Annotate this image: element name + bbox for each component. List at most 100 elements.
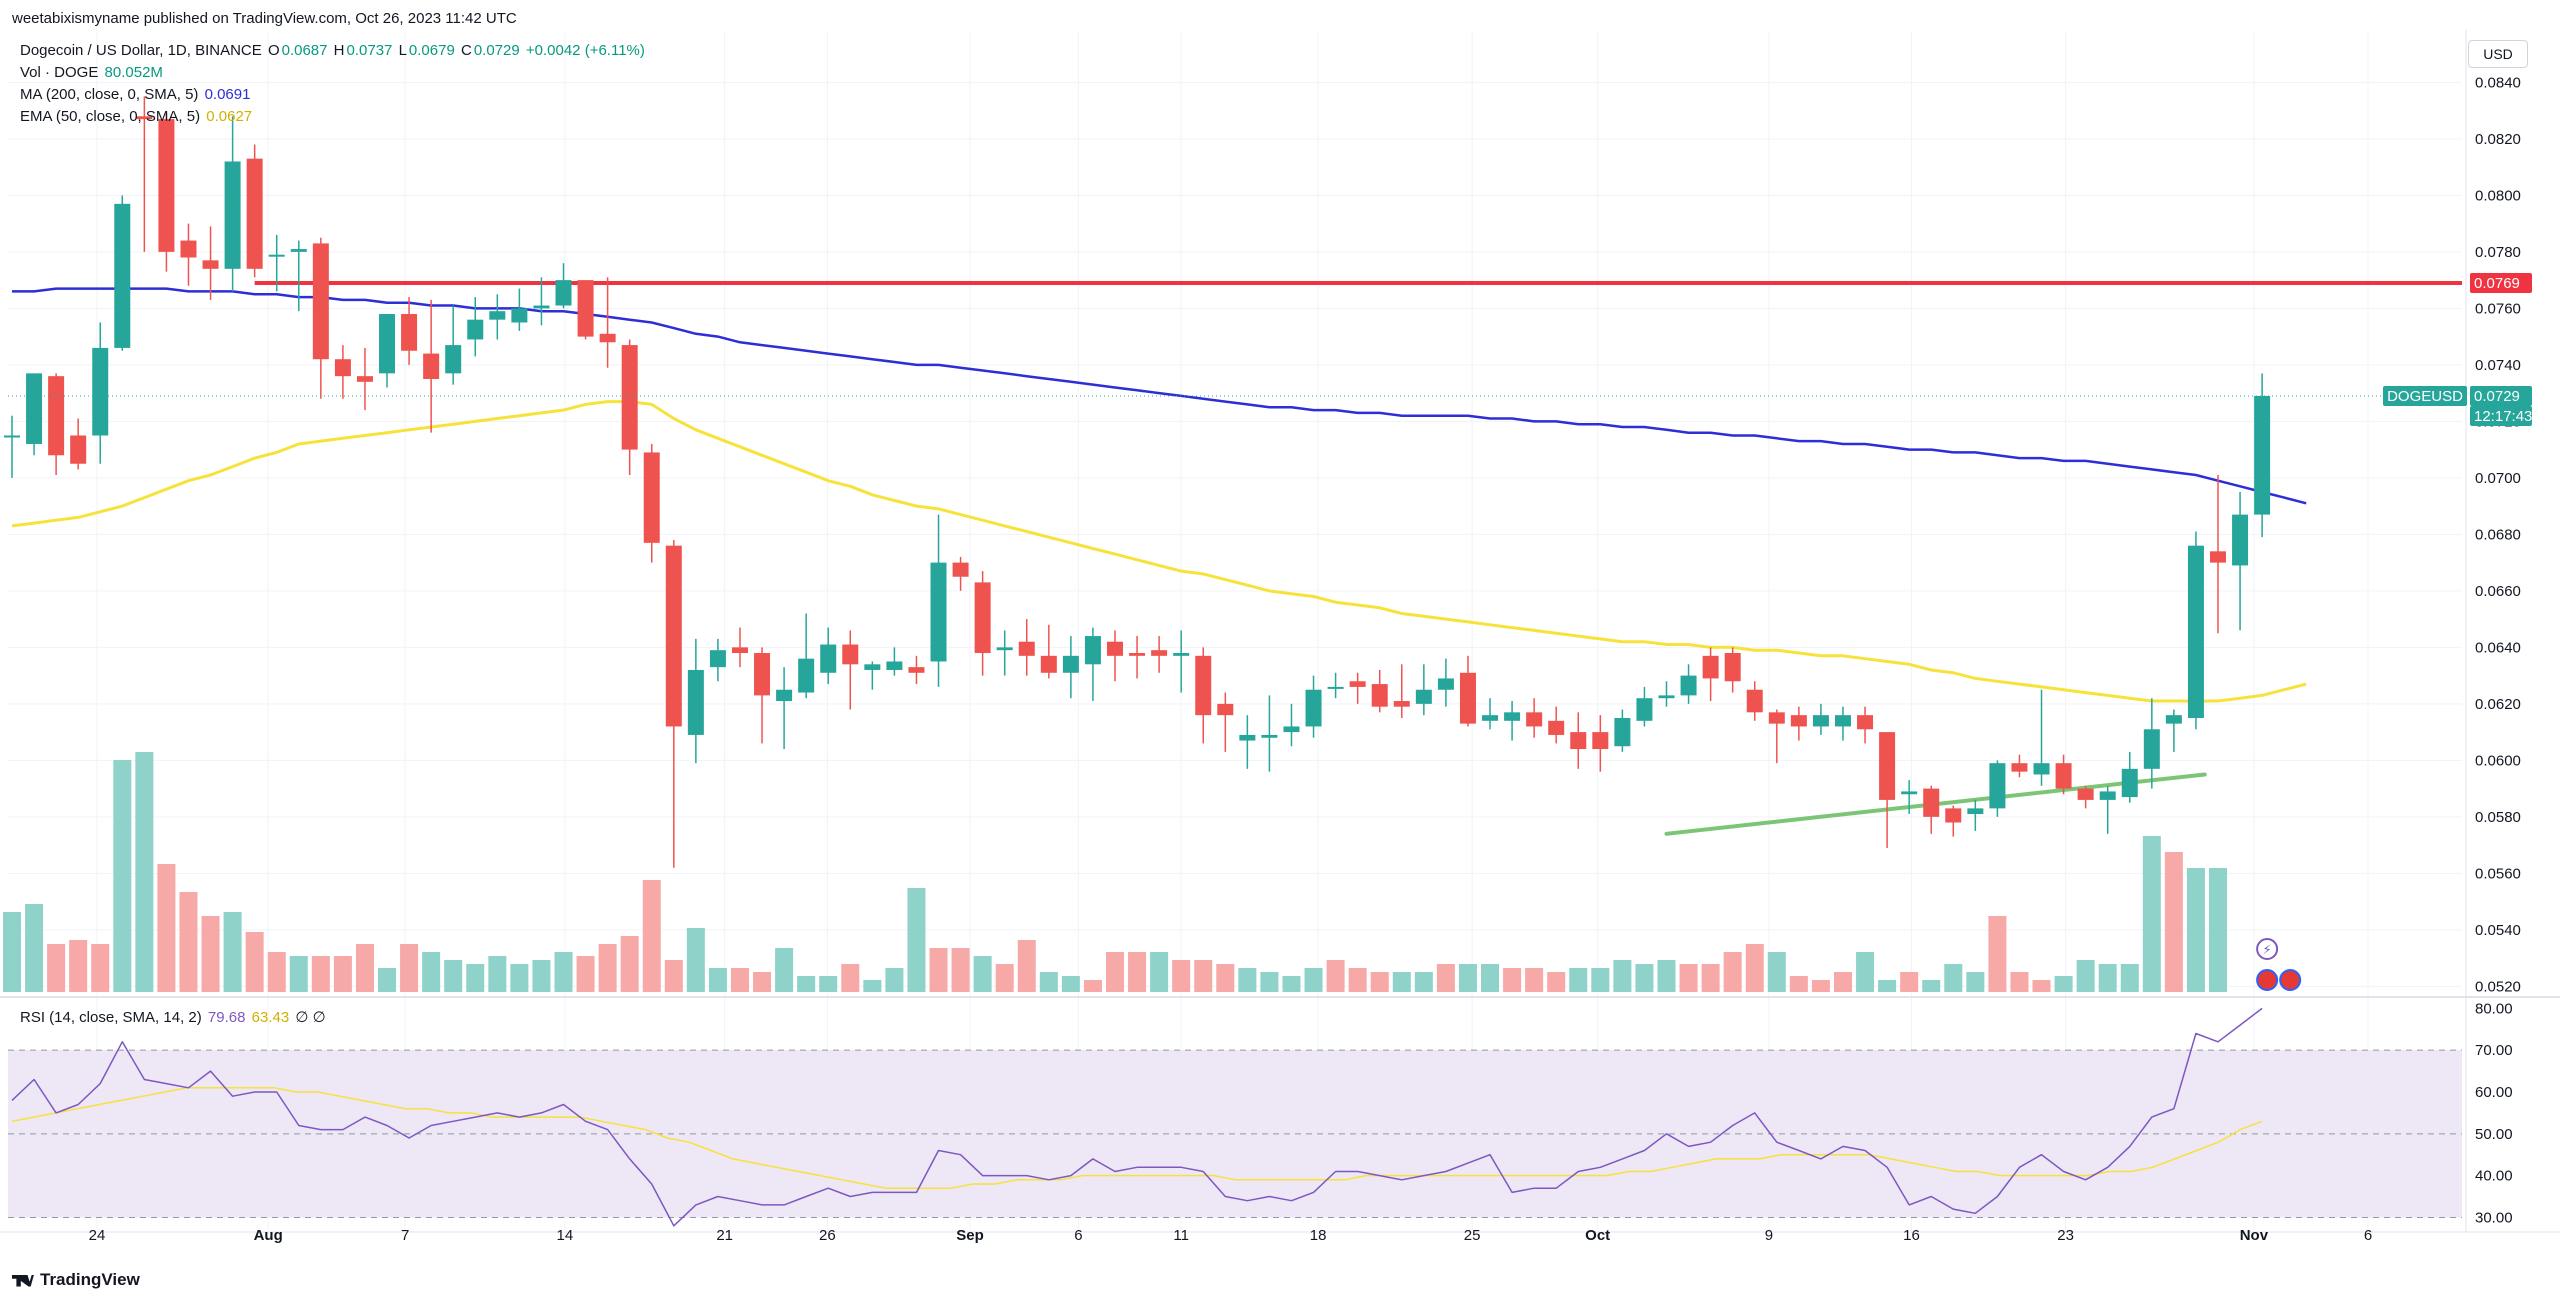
volume-bar [576, 956, 595, 992]
candle [886, 647, 903, 676]
symbol-legend[interactable]: Dogecoin / US Dollar, 1D, BINANCE O 0.068… [20, 42, 647, 59]
volume-bar [686, 928, 705, 992]
volume-bar [973, 956, 992, 992]
rsi-legend[interactable]: RSI (14, close, SMA, 14, 2) 79.68 63.43 … [20, 1008, 328, 1026]
volume-bar [157, 864, 176, 992]
candle-body [908, 667, 925, 673]
candle [1834, 706, 1851, 741]
candle [268, 234, 285, 292]
volume-bar [2076, 960, 2095, 992]
price-tick-label: 0.0660 [2475, 583, 2521, 600]
price-tick-label: 0.0600 [2475, 752, 2521, 769]
volume-bar [2142, 836, 2161, 992]
candle [4, 415, 20, 478]
time-tick-label: Nov [2240, 1227, 2269, 1244]
volume-bar [422, 952, 441, 992]
candle [2232, 491, 2249, 631]
candle [555, 263, 572, 309]
candle-body [1393, 701, 1410, 707]
candle-body [356, 376, 373, 382]
volume-bar [1436, 964, 1455, 992]
candle-body [1945, 808, 1962, 823]
candle-body [268, 254, 285, 257]
candle-body [202, 260, 219, 269]
lightning-glyph: ⚡ [2263, 942, 2272, 957]
candle [1437, 658, 1454, 707]
rsi-line [11, 1007, 2263, 1227]
volume-bar [1613, 960, 1632, 992]
ema-legend[interactable]: EMA (50, close, 0, SMA, 5) 0.0627 [20, 108, 254, 125]
candle-body [1548, 720, 1565, 735]
candle-body [599, 333, 616, 343]
volume-value: 80.052M [104, 64, 163, 81]
volume-bar [2186, 868, 2205, 992]
volume-bar [311, 956, 330, 992]
candle [1680, 664, 1697, 704]
candle [1592, 715, 1609, 772]
candle [1636, 686, 1653, 727]
candle [754, 647, 771, 744]
candle [930, 514, 947, 687]
candle-body [864, 664, 881, 670]
volume-bar [1811, 980, 1830, 992]
candle [820, 627, 837, 685]
volume-bar [1128, 952, 1147, 992]
high-value: 0.0737 [346, 42, 393, 59]
flag-icon [2256, 969, 2279, 991]
candle-body [1459, 672, 1476, 724]
volume-bar [1238, 968, 1257, 992]
price-tick-label: 0.0800 [2475, 187, 2521, 204]
volume-label: Vol · DOGE [20, 64, 99, 81]
candle-body [2187, 545, 2204, 718]
volume-bar [47, 944, 66, 992]
volume-bar [2164, 852, 2183, 992]
candle [1018, 619, 1035, 676]
publisher-line: weetabixismyname published on TradingVie… [12, 10, 517, 27]
candle [1217, 692, 1234, 752]
candle-body [1173, 653, 1190, 656]
currency-button[interactable]: USD [2468, 40, 2528, 68]
candle-body [246, 158, 263, 269]
candle [158, 113, 175, 272]
volume-bar [1414, 972, 1433, 992]
volume-bar [951, 948, 970, 992]
last-price-tag: 0.0729 [2470, 385, 2532, 406]
candle [114, 195, 131, 351]
ma-legend[interactable]: MA (200, close, 0, SMA, 5) 0.0691 [20, 86, 252, 103]
volume-bar [1701, 964, 1720, 992]
volume-bar [1900, 972, 1919, 992]
volume-bar [91, 944, 110, 992]
candle [533, 277, 550, 326]
tradingview-logo[interactable]: TradingView [12, 1270, 140, 1290]
candle-body [2099, 791, 2116, 800]
volume-bars [3, 752, 2227, 992]
resistance-price-tag-bg [2470, 272, 2532, 293]
candle [1768, 709, 1785, 764]
candle [2254, 373, 2271, 538]
volume-bar [841, 964, 860, 992]
low-label: L [398, 42, 407, 59]
candle-body [643, 452, 660, 543]
candle [1327, 672, 1344, 699]
candle [2165, 709, 2182, 752]
volume-bar [1083, 980, 1102, 992]
candle [1040, 624, 1057, 679]
candle [246, 144, 263, 278]
candle [1151, 636, 1168, 673]
price-tick-label: 0.0580 [2475, 809, 2521, 826]
volume-bar [1061, 976, 1080, 992]
volume-bar [1458, 964, 1477, 992]
candle-body [2143, 729, 2160, 769]
candle [1526, 698, 1543, 738]
candle [599, 277, 616, 368]
volume-bar [1194, 960, 1213, 992]
candle [731, 627, 748, 668]
candle [952, 556, 969, 591]
volume-legend[interactable]: Vol · DOGE 80.052M [20, 64, 165, 81]
candle-body [379, 314, 396, 374]
candle-body [1217, 703, 1234, 716]
ema-value: 0.0627 [206, 108, 253, 125]
candle [1459, 655, 1476, 727]
candle [798, 613, 815, 699]
